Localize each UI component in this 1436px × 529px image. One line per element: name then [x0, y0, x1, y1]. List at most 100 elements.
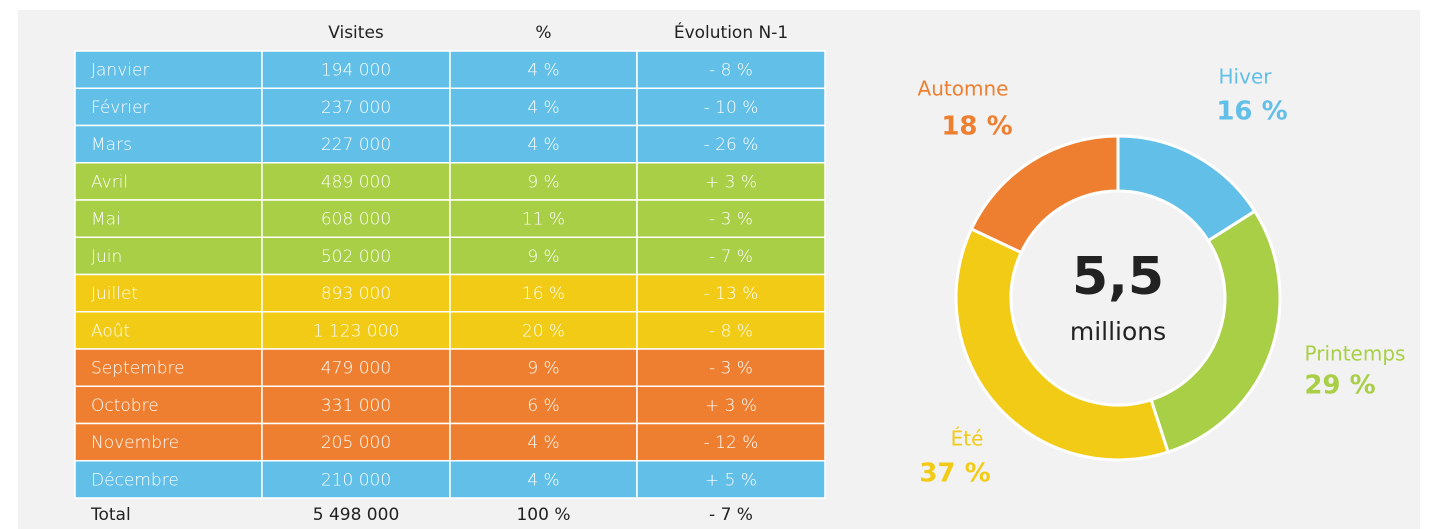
table-cell: Total	[90, 505, 131, 525]
table-cell: 9 %	[527, 247, 559, 267]
center-value: 5,5	[1072, 247, 1164, 307]
table-cell-bg	[74, 460, 263, 499]
table-cell: - 3 %	[709, 210, 753, 230]
table-cell-bg	[261, 50, 451, 89]
table-cell: 502 000	[321, 247, 391, 267]
table-cell-bg	[74, 199, 263, 238]
donut-segment	[954, 227, 1170, 462]
table-cell: Octobre	[91, 396, 159, 416]
table-cell: 5 498 000	[313, 505, 400, 525]
table-cell-bg	[636, 348, 826, 387]
table-cell-bg	[449, 162, 638, 201]
table-cell-bg	[636, 311, 826, 350]
table-cell: 194 000	[321, 61, 391, 81]
table-cell: 16 %	[522, 284, 565, 304]
table-cell: Évolution N-1	[674, 21, 788, 43]
table-cell-bg	[449, 311, 638, 350]
table-cell: Novembre	[91, 433, 179, 453]
segment-name: Hiver	[1219, 65, 1273, 89]
table-cell: + 3 %	[705, 396, 757, 416]
table-cell-bg	[74, 311, 263, 350]
table-cell-bg	[74, 124, 263, 164]
table-cell-bg	[261, 162, 451, 201]
table-cell: Septembre	[91, 359, 185, 379]
table-cell: - 7 %	[709, 247, 753, 267]
table-cell: 331 000	[321, 396, 391, 416]
table-cell-bg	[261, 385, 451, 425]
table-cell: 893 000	[321, 284, 391, 304]
table-cell: 4 %	[527, 98, 559, 118]
donut-segment	[969, 134, 1120, 255]
table-cell: 9 %	[527, 172, 559, 192]
table-cell: Juin	[91, 247, 122, 267]
table-cell-bg	[261, 236, 451, 276]
table-cell: - 8 %	[709, 321, 753, 341]
table-cell: - 3 %	[709, 359, 753, 379]
segment-name: Été	[951, 427, 984, 451]
table-cell: Mars	[91, 135, 132, 155]
table-cell: 479 000	[321, 359, 391, 379]
table-cell-bg	[636, 162, 826, 201]
table-cell: 6 %	[527, 396, 559, 416]
table-cell: Avril	[91, 172, 128, 192]
table-cell: 205 000	[321, 433, 391, 453]
table-cell: Mai	[91, 210, 121, 230]
table-cell: - 8 %	[709, 61, 753, 81]
table-cell: 489 000	[321, 172, 391, 192]
table-cell-bg	[449, 236, 638, 276]
table-cell: 210 000	[321, 470, 391, 490]
table-cell-bg	[74, 273, 263, 313]
table-cell: Janvier	[91, 61, 149, 81]
table-cell-bg	[261, 460, 451, 499]
donut-segment	[1149, 209, 1282, 454]
table-cell: 4 %	[527, 433, 559, 453]
table-cell-bg	[636, 199, 826, 238]
table-cell: 20 %	[522, 321, 565, 341]
table-cell-bg	[449, 199, 638, 238]
table-cell-bg	[261, 199, 451, 238]
table-cell-bg	[636, 236, 826, 276]
table-cell-bg	[261, 273, 451, 313]
table-cell-bg	[636, 460, 826, 499]
table-cell: - 13 %	[704, 284, 759, 304]
table-cell: %	[535, 23, 551, 43]
table-cell: 608 000	[321, 210, 391, 230]
table-cell: 4 %	[527, 135, 559, 155]
table-cell-bg	[74, 162, 263, 201]
table-cell: 1 123 000	[313, 321, 400, 341]
table-cell: 227 000	[321, 135, 391, 155]
table-cell: 9 %	[527, 359, 559, 379]
segment-value: 16 %	[1216, 97, 1287, 127]
segment-value: 18 %	[941, 112, 1012, 142]
table-cell: - 26 %	[704, 135, 759, 155]
table-cell-bg	[449, 50, 638, 89]
segment-value: 29 %	[1304, 371, 1375, 401]
table-cell: Visites	[328, 23, 384, 43]
table-cell: 11 %	[522, 210, 565, 230]
table-cell-bg	[449, 460, 638, 499]
center-label: millions	[1070, 317, 1166, 346]
table-cell: 4 %	[527, 470, 559, 490]
table-cell: Juillet	[91, 284, 138, 304]
table-cell: - 10 %	[704, 98, 759, 118]
table-cell-bg	[449, 422, 638, 462]
table-cell-bg	[449, 385, 638, 425]
table-cell: 237 000	[321, 98, 391, 118]
table-cell-bg	[636, 385, 826, 425]
table-cell-bg	[261, 311, 451, 350]
table-cell-bg	[636, 273, 826, 313]
segment-value: 37 %	[919, 459, 990, 489]
table-cell: Août	[91, 321, 130, 341]
table-cell: 4 %	[527, 61, 559, 81]
table-cell-bg	[261, 124, 451, 164]
table-cell-bg	[74, 236, 263, 276]
table-cell: Décembre	[91, 470, 179, 490]
table-cell-bg	[636, 87, 826, 127]
table-cell-bg	[636, 422, 826, 462]
table-cell: + 3 %	[705, 172, 757, 192]
segment-name: Automne	[918, 77, 1009, 101]
table-cell: - 7 %	[709, 505, 753, 525]
table-cell: - 12 %	[704, 433, 759, 453]
